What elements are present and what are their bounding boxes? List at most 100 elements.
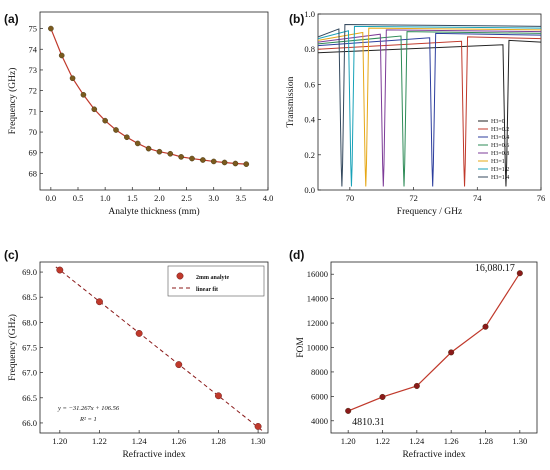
- plot-area: [318, 24, 541, 187]
- plot-frame: [317, 13, 542, 191]
- y-tick-label: 68.5: [22, 292, 37, 302]
- x-axis-label: Refractive index: [122, 449, 185, 460]
- legend: 2mm analyte linear fit: [167, 265, 265, 297]
- series-line-6: [318, 27, 541, 187]
- annotation-label: 4810.31: [352, 417, 385, 428]
- y-tick-label: 6000: [311, 391, 328, 401]
- y-axis-label: FOM: [296, 337, 306, 358]
- y-tick-label: 69.0: [22, 267, 37, 277]
- x-tick-label: 3.0: [208, 193, 219, 203]
- data-point: [200, 157, 206, 163]
- data-point: [413, 382, 420, 389]
- x-axis-label: Analyte thickness (mm): [108, 206, 199, 217]
- annotation-label: 16,080.17: [475, 263, 515, 274]
- y-tick-label: 71: [29, 106, 38, 116]
- y-tick-label: 70: [29, 127, 38, 137]
- data-point: [80, 91, 87, 98]
- legend-entry: H3=0: [491, 119, 505, 125]
- x-tick-label: 1.22: [375, 436, 390, 446]
- x-tick-label: 1.20: [52, 436, 67, 446]
- data-point: [124, 134, 130, 141]
- y-axis-label: Transmission: [286, 76, 296, 127]
- series-line-1: [318, 39, 541, 187]
- x-tick-label: 1.30: [251, 436, 266, 446]
- x-tick-label: 72: [409, 193, 418, 203]
- x-tick-label: 1.0: [100, 193, 111, 203]
- chart-panel-3: (c) 1.20 1.22 1.24 1.26 1.28 1.30 66.0 66.5 67.0 6…: [4, 248, 269, 460]
- series-line-5: [318, 29, 541, 187]
- plot-area: [345, 270, 523, 414]
- data-point: [134, 140, 141, 147]
- y-tick-label: 0.6: [304, 79, 315, 89]
- data-point: [113, 127, 119, 133]
- fit-r-squared: R² = 1: [79, 416, 97, 423]
- y-tick-label: 66.0: [22, 418, 37, 428]
- x-tick-label: 1.22: [92, 436, 107, 446]
- legend-entry: 2mm analyte: [196, 275, 229, 281]
- x-tick-label: 0.5: [73, 193, 84, 203]
- data-point: [482, 323, 489, 330]
- series-line-4: [318, 31, 541, 187]
- panel-label: (c): [4, 248, 19, 262]
- x-tick-label: 1.28: [478, 436, 493, 446]
- x-tick-label: 74: [473, 193, 482, 203]
- y-tick-label: 0.8: [304, 44, 315, 54]
- data-point: [254, 423, 262, 430]
- x-tick-label: 1.30: [512, 436, 527, 446]
- data-point: [167, 150, 174, 157]
- chart-panel-4: (d) 1.20 1.22 1.24 1.26 1.28 1.30 4000 6000 8000 1…: [289, 248, 538, 460]
- x-tick-label: 76: [537, 193, 546, 203]
- chart-panel-2: (b) 70 72 74 76 0.0 0.2 0.4 0.6 0.8 1.0 Frequency /…: [286, 9, 545, 217]
- data-point: [69, 75, 76, 82]
- legend-entry: H3=0.2: [491, 127, 509, 133]
- legend-marker: [176, 272, 184, 280]
- y-tick-label: 0.2: [304, 150, 315, 160]
- y-tick-label: 69: [29, 148, 38, 158]
- data-point: [156, 148, 163, 155]
- series-line-7: [318, 25, 541, 187]
- y-tick-label: 67.5: [22, 343, 37, 353]
- legend-box: [167, 265, 265, 297]
- panel-label: (a): [4, 12, 19, 26]
- legend-entry: H3=0.6: [491, 143, 509, 149]
- legend-entry: H3=1.4: [491, 175, 509, 181]
- series-line-8: [318, 24, 541, 187]
- linear-fit-line: [55, 266, 263, 431]
- data-point: [214, 392, 222, 400]
- y-tick-label: 1.0: [304, 9, 315, 19]
- x-tick-label: 1.24: [409, 436, 425, 446]
- panel-label: (b): [289, 12, 304, 26]
- series-line-2: [318, 36, 541, 187]
- y-tick-label: 68.0: [22, 317, 37, 327]
- x-tick-label: 2.0: [154, 193, 165, 203]
- y-tick-label: 4000: [311, 416, 328, 426]
- y-tick-label: 0.0: [304, 185, 315, 195]
- series-line-3: [318, 32, 541, 187]
- legend-entry: linear fit: [196, 287, 218, 293]
- data-point: [243, 161, 250, 167]
- data-point: [56, 266, 64, 274]
- x-tick-label: 1.20: [341, 436, 356, 446]
- data-point: [48, 25, 54, 32]
- y-tick-label: 16000: [307, 269, 328, 279]
- data-point: [448, 349, 455, 356]
- data-point: [232, 160, 239, 167]
- x-tick-label: 1.26: [444, 436, 459, 446]
- x-tick-label: 1.24: [132, 436, 148, 446]
- data-point: [178, 154, 184, 160]
- legend-entry: H3=0.4: [491, 135, 509, 141]
- plot-area: [48, 25, 250, 167]
- data-point: [189, 155, 195, 162]
- y-tick-label: 10000: [307, 343, 328, 353]
- data-point: [96, 298, 103, 306]
- y-tick-label: 12000: [307, 318, 328, 328]
- series-line: [347, 272, 521, 412]
- data-point: [516, 270, 523, 277]
- chart-panel-1: (a) 0.0 0.5 1.0 1.5 2.0 2.5 3.0 3.5 4.0 68 69 70 71 72…: [4, 11, 273, 217]
- y-tick-label: 66.5: [22, 393, 37, 403]
- x-axis-label: Refractive index: [402, 449, 465, 460]
- y-tick-label: 0.4: [304, 115, 315, 125]
- legend: H3=0 H3=0.2 H3=0.4 H3=0.6 H3=0.8 H3=1 H3=1.2 H3…: [478, 119, 509, 181]
- x-tick-label: 3.5: [236, 193, 247, 203]
